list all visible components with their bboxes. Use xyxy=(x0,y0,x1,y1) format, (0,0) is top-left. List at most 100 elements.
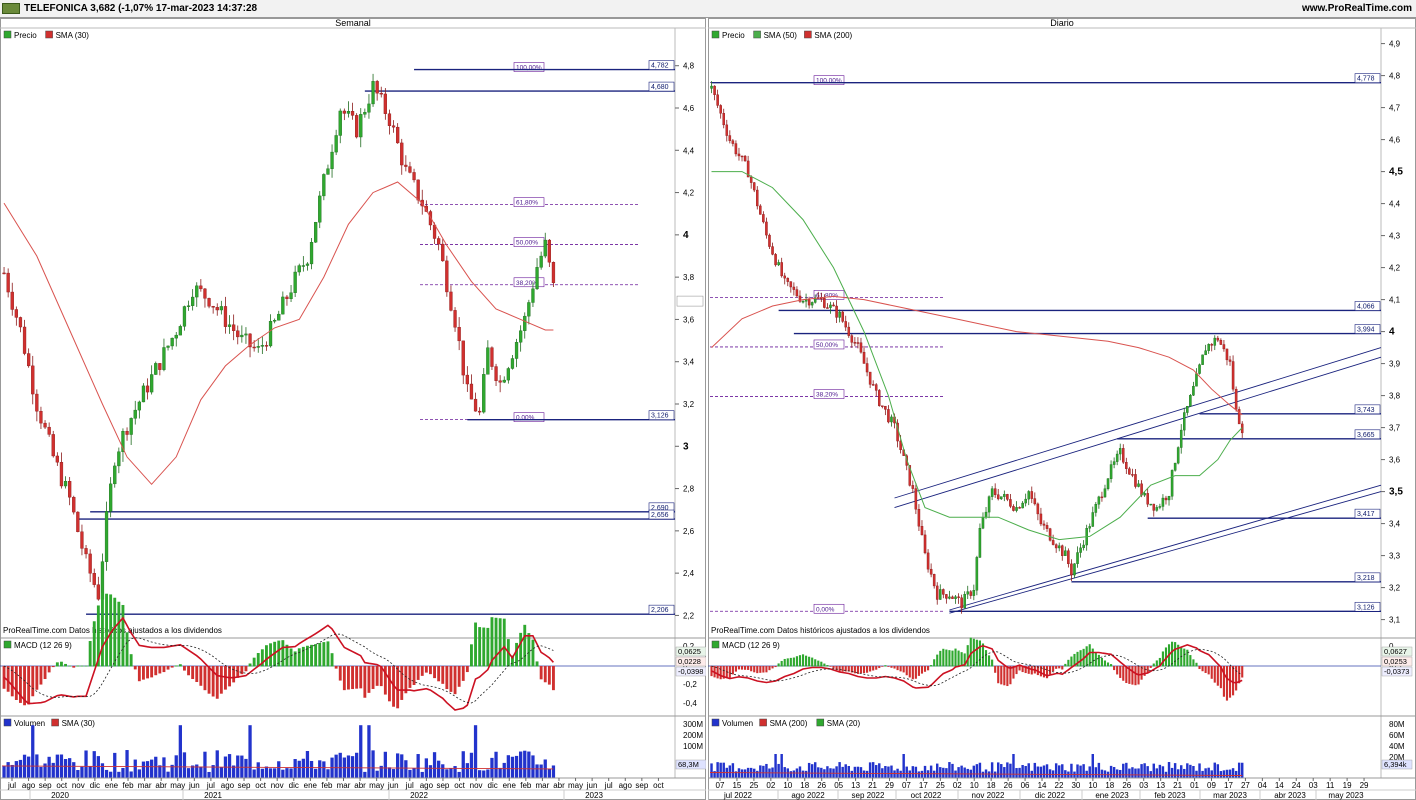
volume-bar xyxy=(391,769,396,778)
volume-bar xyxy=(84,750,88,778)
candle xyxy=(1045,525,1049,529)
macd-histogram-bar xyxy=(14,666,18,700)
macd-histogram-bar xyxy=(60,661,63,667)
macd-histogram-bar xyxy=(1049,666,1052,675)
candle xyxy=(281,296,285,315)
macd-histogram-bar xyxy=(6,666,10,692)
fib-label-box xyxy=(813,290,845,300)
macd-histogram-bar xyxy=(330,653,334,667)
y-tick-label: 3,9 xyxy=(1389,360,1401,369)
y-tick-label: 4,9 xyxy=(1389,40,1401,49)
volume-bar xyxy=(1207,767,1210,778)
x-tick-label: 18 xyxy=(987,781,996,790)
x-tick-label: 26 xyxy=(817,781,826,790)
level-label-box xyxy=(648,81,675,92)
macd-histogram-bar xyxy=(859,666,863,674)
candle xyxy=(309,242,314,265)
macd-histogram-bar xyxy=(383,666,387,695)
macd-value-box xyxy=(1381,666,1413,677)
macd-histogram-bar xyxy=(844,666,847,672)
trend-channel-line xyxy=(894,356,1382,509)
macd-histogram-bar xyxy=(1152,663,1155,667)
macd-histogram-bar xyxy=(137,666,141,682)
volume-bar xyxy=(535,764,539,778)
x-group-label: ago 2022 xyxy=(791,791,825,800)
candle xyxy=(1237,409,1241,425)
candle xyxy=(1219,339,1223,345)
candle xyxy=(948,596,951,599)
candle xyxy=(737,153,741,157)
volume-bar xyxy=(850,770,854,778)
candle xyxy=(404,164,408,167)
macd-histogram-bar xyxy=(265,645,268,667)
candle xyxy=(1234,388,1238,410)
site-link[interactable]: www.ProRealTime.com xyxy=(1301,3,1412,14)
volume-bar xyxy=(939,767,942,778)
candle xyxy=(240,334,244,338)
weekly-chart[interactable]: Semanal Precio SMA (30) 4,8 4,6 4,4 4,2 4 3,8 3,6… xyxy=(0,18,706,800)
candle xyxy=(1112,461,1116,465)
x-tick-label: 18 xyxy=(800,781,809,790)
macd-histogram-bar xyxy=(896,666,899,671)
x-tick-label: 21 xyxy=(868,781,877,790)
fib-label-box xyxy=(513,277,545,288)
macd-histogram-bar xyxy=(856,666,859,674)
volume-bar xyxy=(1222,770,1226,778)
candle xyxy=(722,113,725,126)
candle xyxy=(199,285,203,290)
volume-last-value: 6,394k xyxy=(1384,760,1407,769)
candle xyxy=(166,345,170,348)
candle xyxy=(1036,503,1040,515)
macd-histogram-bar xyxy=(1012,666,1015,679)
x-tick-label: sep xyxy=(436,781,449,790)
macd-histogram-bar xyxy=(1119,666,1122,678)
candle xyxy=(792,286,796,290)
macd-value: 0,0627 xyxy=(1384,647,1407,656)
volume-bar xyxy=(777,763,780,778)
macd-signal-line xyxy=(711,648,1243,687)
macd-histogram-bar xyxy=(869,666,872,672)
legend-label: SMA (50) xyxy=(764,31,798,40)
candle xyxy=(43,422,47,428)
volume-bar xyxy=(461,751,465,778)
candle xyxy=(923,534,927,554)
volume-bar xyxy=(478,770,482,778)
volume-bar xyxy=(911,766,915,778)
macd-histogram-bar xyxy=(215,666,219,699)
y-tick-label: 3,2 xyxy=(1389,584,1401,593)
x-tick-label: oct xyxy=(454,781,465,790)
x-tick-label: 29 xyxy=(885,781,894,790)
x-group-label: feb 2023 xyxy=(1154,791,1186,800)
candle xyxy=(710,85,713,89)
macd-histogram-bar xyxy=(502,618,506,667)
volume-bar xyxy=(753,768,756,778)
macd-histogram-bar xyxy=(322,642,326,667)
macd-histogram-bar xyxy=(121,604,125,667)
macd-histogram-bar xyxy=(927,666,930,671)
daily-chart[interactable]: Diario Precio SMA (50) SMA (200) 4,9 4,8 4,7 4,… xyxy=(708,18,1416,800)
macd-histogram-bar xyxy=(408,666,412,688)
candle xyxy=(494,366,498,381)
fib-label: 50,00% xyxy=(516,240,538,247)
volume-bar xyxy=(502,762,506,778)
candle xyxy=(1161,497,1165,507)
volume-bar xyxy=(838,762,841,778)
candle xyxy=(63,481,68,487)
macd-histogram-bar xyxy=(966,645,969,667)
macd-histogram-bar xyxy=(355,666,359,689)
macd-histogram-bar xyxy=(978,640,981,667)
macd-histogram-bar xyxy=(174,665,178,667)
x-tick-label: 13 xyxy=(1156,781,1165,790)
candle xyxy=(76,511,80,533)
y-tick-label: 4,7 xyxy=(1389,104,1401,113)
fib-label-box xyxy=(513,62,545,72)
volume-bar xyxy=(1100,769,1104,778)
y-tick-label: 4,3 xyxy=(1389,232,1401,241)
macd-histogram-bar xyxy=(539,666,543,680)
volume-tick-label: 80M xyxy=(1389,720,1405,729)
volume-bar xyxy=(774,754,777,778)
macd-histogram-bar xyxy=(759,666,762,673)
candle xyxy=(1183,412,1186,431)
macd-histogram-bar xyxy=(297,648,301,667)
macd-histogram-bar xyxy=(474,622,477,667)
